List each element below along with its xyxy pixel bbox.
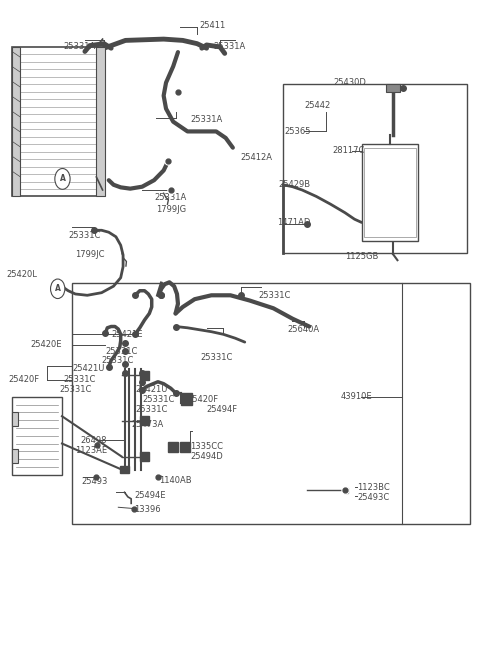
Text: 43910E: 43910E	[340, 392, 372, 401]
Text: 25640A: 25640A	[288, 325, 320, 334]
Text: 25421U: 25421U	[72, 364, 104, 374]
Text: 25412A: 25412A	[240, 153, 272, 162]
Bar	[12, 47, 21, 197]
Bar	[12, 397, 62, 475]
Text: 25420E: 25420E	[30, 340, 61, 349]
Bar	[12, 449, 18, 463]
Text: 25420F: 25420F	[9, 375, 40, 385]
Bar	[168, 441, 179, 452]
Text: 25331A: 25331A	[190, 115, 222, 124]
Text: 28117C: 28117C	[332, 146, 364, 155]
Text: 25331C: 25331C	[60, 385, 92, 394]
Bar	[385, 84, 400, 92]
Text: 1471AD: 1471AD	[277, 218, 311, 227]
Text: 1125GB: 1125GB	[345, 252, 378, 261]
Text: 25331C: 25331C	[102, 356, 134, 365]
Text: 25420L: 25420L	[6, 270, 37, 279]
Text: A: A	[60, 174, 65, 183]
Bar	[12, 47, 105, 197]
Text: 13396: 13396	[134, 505, 161, 515]
Text: 25430D: 25430D	[333, 78, 366, 86]
Bar	[72, 283, 470, 524]
Bar	[140, 416, 149, 425]
Bar	[180, 441, 191, 452]
Text: 25331C: 25331C	[135, 405, 168, 413]
Text: 25494E: 25494E	[134, 491, 166, 500]
Text: 25331A: 25331A	[63, 42, 96, 52]
Text: 25420F: 25420F	[188, 395, 218, 404]
Circle shape	[50, 279, 65, 298]
Bar	[12, 412, 18, 426]
Bar	[362, 144, 418, 241]
Text: 1799JG: 1799JG	[156, 205, 187, 214]
Bar	[96, 47, 105, 197]
Text: 25494F: 25494F	[206, 406, 238, 414]
Bar	[364, 148, 416, 238]
Text: 1799JC: 1799JC	[75, 251, 105, 259]
Text: 25421U: 25421U	[135, 385, 168, 394]
Text: 25331C: 25331C	[142, 395, 175, 404]
Circle shape	[55, 168, 70, 189]
Text: 1123BC: 1123BC	[357, 483, 390, 492]
Text: 25331C: 25331C	[68, 231, 101, 240]
Text: 1123AE: 1123AE	[75, 445, 108, 454]
Text: 1140AB: 1140AB	[159, 476, 192, 485]
Bar	[283, 84, 467, 253]
Text: 25493C: 25493C	[357, 493, 389, 502]
Bar	[140, 371, 149, 380]
Text: 1335CC: 1335CC	[190, 442, 223, 451]
Text: A: A	[55, 284, 60, 293]
Text: 25442: 25442	[304, 101, 331, 110]
Text: 25331C: 25331C	[106, 347, 138, 356]
Text: 25331C: 25331C	[63, 375, 96, 385]
Text: 25331C: 25331C	[201, 353, 233, 362]
Bar	[181, 394, 192, 405]
Bar	[140, 452, 149, 461]
Bar	[120, 466, 129, 473]
Text: 25331C: 25331C	[258, 291, 290, 300]
Text: 25493: 25493	[82, 477, 108, 486]
Text: 25421E: 25421E	[111, 330, 143, 340]
Text: 26498: 26498	[80, 436, 107, 445]
Bar	[344, 488, 348, 493]
Text: 25365: 25365	[284, 127, 311, 136]
Text: 25331A: 25331A	[154, 193, 186, 202]
Text: 25494D: 25494D	[190, 452, 223, 461]
Text: 25473A: 25473A	[131, 419, 164, 428]
Text: 25411: 25411	[199, 21, 226, 30]
Text: 25429B: 25429B	[278, 180, 310, 189]
Text: 25331A: 25331A	[214, 42, 246, 52]
